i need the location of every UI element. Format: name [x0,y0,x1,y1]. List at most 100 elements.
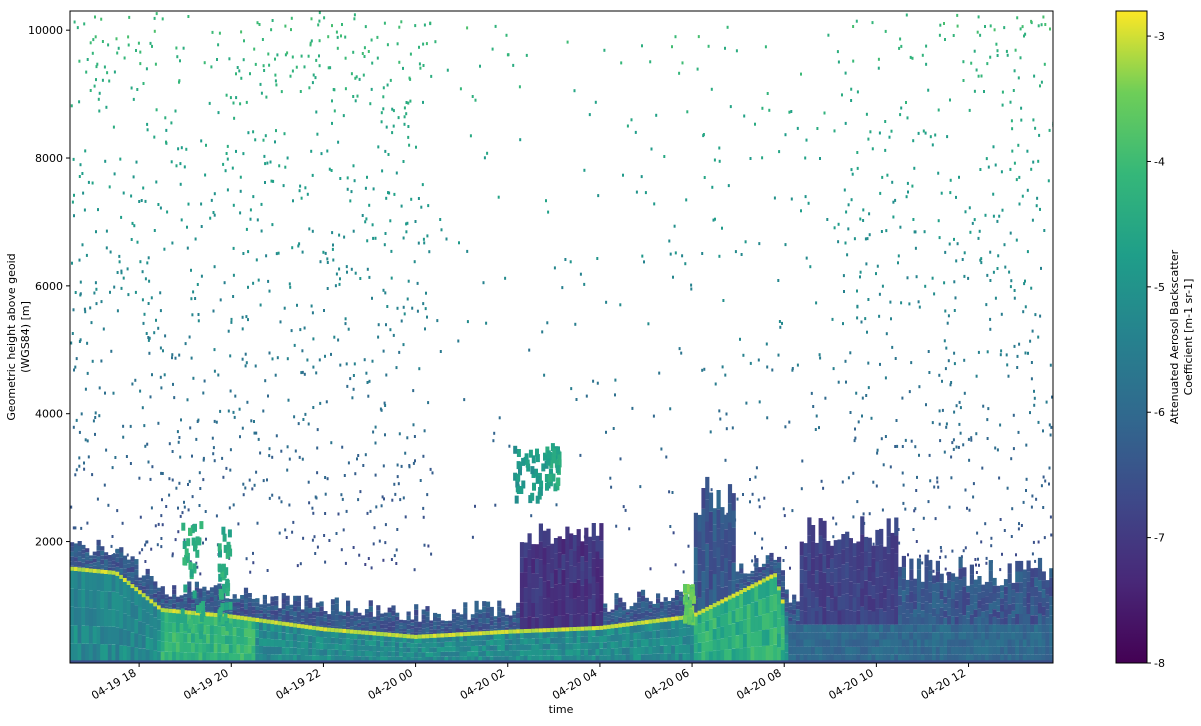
heatmap-cell [254,364,257,368]
heatmap-cell [92,551,97,556]
heatmap-cell [383,646,388,652]
heatmap-cell [266,606,271,611]
heatmap-cell [1041,615,1046,625]
heatmap-cell [1037,632,1043,640]
heatmap-cell [528,348,531,352]
heatmap-cell [263,69,266,72]
heatmap-cell [682,570,685,574]
heatmap-cell [996,49,999,53]
heatmap-cell [466,26,469,30]
heatmap-cell [939,573,944,583]
heatmap-cell [792,624,797,632]
heatmap-cell [245,361,248,365]
heatmap-cell [241,315,244,319]
heatmap-cell [357,645,362,651]
heatmap-cell [107,574,112,592]
heatmap-cell [985,561,988,565]
heatmap-cell [576,626,581,631]
heatmap-cell [962,646,967,655]
heatmap-cell [115,575,120,593]
heatmap-cell [743,605,748,620]
heatmap-cell [96,562,101,568]
heatmap-cell [501,650,506,657]
heatmap-cell [516,607,521,613]
heatmap-cell [281,603,286,610]
heatmap-cell [274,631,279,640]
heatmap-cell [535,603,540,618]
heatmap-cell [557,615,562,632]
heatmap-cell [913,654,918,662]
heatmap-cell [213,613,218,617]
heatmap-cell [189,426,192,430]
heatmap-cell [138,583,143,586]
heatmap-cell [599,594,604,612]
heatmap-cell [85,568,90,573]
heatmap-cell [928,624,933,632]
heatmap-cell [275,434,278,438]
heatmap-cell [625,622,630,627]
heatmap-cell [248,478,251,482]
heatmap-cell [184,548,189,557]
heatmap-cell [516,623,521,629]
heatmap-cell [890,624,895,632]
heatmap-cell [640,607,646,613]
heatmap-cell [218,588,223,597]
heatmap-cell [113,70,116,74]
heatmap-cell [349,639,354,645]
heatmap-cell [395,548,398,552]
heatmap-cell [433,612,438,617]
heatmap-cell [104,573,109,592]
heatmap-cell [599,655,604,662]
heatmap-cell [308,608,313,614]
heatmap-cell [905,632,910,640]
heatmap-cell [663,621,668,630]
heatmap-cell [314,76,317,80]
heatmap-cell [294,449,297,453]
heatmap-cell [296,648,301,655]
heatmap-cell [856,632,861,640]
heatmap-cell [527,533,532,550]
heatmap-cell [519,629,525,634]
heatmap-cell [1011,646,1016,655]
heatmap-cell [85,70,88,74]
heatmap-cell [240,644,245,654]
heatmap-cell [962,576,967,587]
heatmap-cell [935,654,940,662]
heatmap-cell [277,619,283,623]
heatmap-cell [954,639,959,647]
heatmap-cell [837,539,842,554]
heatmap-cell [157,587,162,592]
heatmap-cell [410,619,415,623]
heatmap-cell [535,588,540,603]
heatmap-cell [155,12,158,16]
heatmap-cell [655,113,658,117]
heatmap-cell [364,186,367,190]
heatmap-cell [433,633,438,638]
heatmap-cell [778,150,781,154]
heatmap-cell [126,615,131,631]
heatmap-cell [917,131,920,135]
heatmap-cell [172,632,177,643]
heatmap-cell [938,33,941,37]
heatmap-cell [979,258,982,262]
heatmap-cell [183,652,188,662]
heatmap-cell [599,629,604,636]
heatmap-cell [288,457,291,461]
heatmap-cell [943,339,946,343]
heatmap-cell [1021,25,1024,29]
heatmap-cell [735,49,738,53]
heatmap-cell [1019,592,1024,604]
heatmap-cell [429,632,434,635]
heatmap-cell [618,617,623,623]
heatmap-cell [584,527,589,545]
heatmap-cell [1022,587,1027,598]
heatmap-cell [542,655,547,662]
heatmap-cell [274,605,279,611]
heatmap-cell [588,552,593,568]
heatmap-cell [746,576,751,580]
heatmap-cell [822,590,827,608]
heatmap-cell [1045,624,1050,632]
heatmap-cell [353,608,358,613]
heatmap-cell [147,460,150,464]
heatmap-cell [795,646,801,655]
